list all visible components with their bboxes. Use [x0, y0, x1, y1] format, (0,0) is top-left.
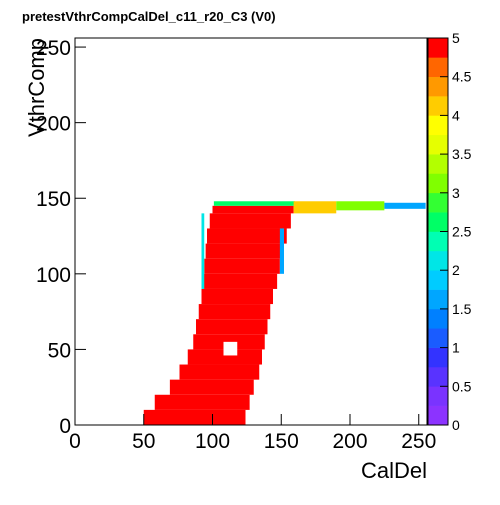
heatmap-cell [204, 258, 280, 274]
z-tick-label: 0 [452, 417, 460, 433]
colorbar-step [428, 270, 448, 290]
plot-frame [74, 37, 428, 426]
z-tick-label: 2.5 [452, 224, 472, 240]
heatmap-cell [336, 201, 385, 211]
colorbar-step [428, 386, 448, 406]
z-tick-label: 5 [452, 30, 460, 46]
colorbar-step [428, 289, 448, 310]
z-tick-label: 4 [452, 107, 460, 123]
x-axis-label: CalDel [361, 458, 427, 483]
z-tick-label: 1.5 [452, 301, 472, 317]
colorbar-step [428, 76, 448, 97]
heatmap-cell [169, 379, 254, 395]
heatmap-cell [209, 213, 291, 229]
heatmap-cell [198, 304, 271, 320]
heatmap-cell [293, 201, 337, 214]
z-tick-label: 4.5 [452, 69, 472, 85]
heatmap-cell [187, 349, 262, 365]
heatmap-cell [143, 409, 246, 425]
heatmap-cell [202, 273, 278, 289]
heatmap-cell [279, 228, 284, 274]
chart-title: pretestVthrCompCalDel_c11_r20_C3 (V0) [22, 9, 276, 24]
z-tick-label: 3.5 [452, 146, 472, 162]
z-tick-label: 2 [452, 262, 460, 278]
heatmap-cell [207, 228, 287, 244]
x-tick-label: 150 [264, 430, 299, 453]
heatmap-cell [196, 319, 268, 335]
heatmap-cell [179, 364, 260, 380]
x-tick-label: 200 [332, 430, 367, 453]
cells [143, 201, 426, 425]
heatmap-cell [201, 288, 273, 305]
colorbar-step [428, 212, 448, 232]
heatmap-cell [201, 213, 205, 289]
z-tick-label: 3 [452, 185, 460, 201]
colorbar-step [428, 38, 448, 58]
x-tick-label: 100 [195, 430, 230, 453]
x-tick-label: 250 [401, 430, 436, 453]
y-tick-label: 150 [36, 188, 71, 211]
colorbar-step [428, 173, 448, 194]
z-tick-label: 0.5 [452, 378, 472, 394]
colorbar-step [428, 231, 448, 252]
y-tick-label: 250 [36, 37, 71, 60]
y-tick-label: 50 [48, 339, 71, 362]
colorbar-step [428, 405, 448, 426]
colorbar-step [428, 96, 448, 116]
colorbar-step [428, 328, 448, 348]
heatmap-cell [154, 394, 250, 410]
colorbar-step [428, 134, 448, 155]
heatmap-cell [205, 243, 283, 259]
colorbar-step [428, 250, 448, 271]
y-tick-label: 200 [36, 113, 71, 136]
heatmap-cell [212, 205, 294, 214]
y-tick-label: 0 [59, 415, 71, 438]
z-tick-label: 1 [452, 340, 460, 356]
y-axis-label: VthrComp [24, 38, 49, 137]
colorbar-step [428, 154, 448, 174]
y-tick-label: 100 [36, 264, 71, 287]
colorbar-step [428, 115, 448, 136]
colorbar-step [428, 57, 448, 77]
x-tick-label: 0 [69, 430, 81, 453]
x-tick-label: 50 [132, 430, 155, 453]
colorbar-step [428, 192, 448, 213]
colorbar-step [428, 347, 448, 368]
colorbar-step [428, 308, 448, 329]
colorbar-step [428, 366, 448, 387]
heatmap-cell [223, 341, 238, 356]
heatmap-cell [384, 202, 426, 209]
heatmap-cell [213, 201, 295, 206]
